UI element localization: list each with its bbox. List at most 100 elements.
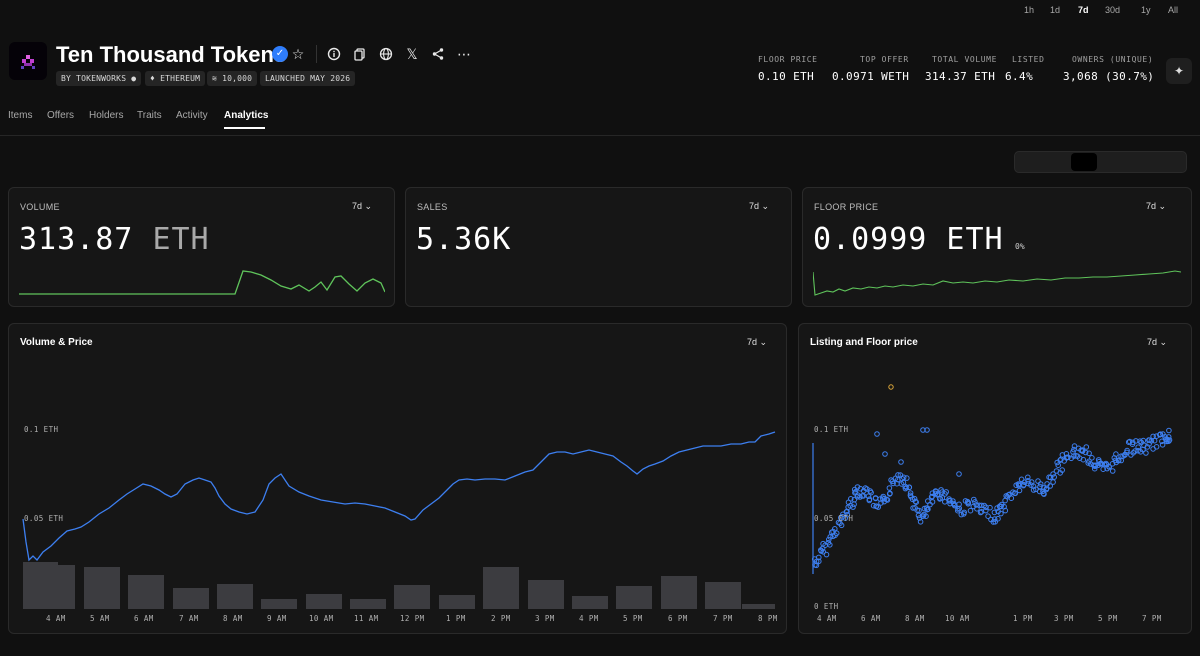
range-7d[interactable]: 7d <box>1078 5 1089 15</box>
listing-point <box>1035 478 1041 484</box>
verified-badge-icon: ✓ <box>272 46 288 62</box>
listing-point <box>1047 483 1053 489</box>
volume-card-label: VOLUME <box>20 202 60 212</box>
listing-floor-card: Listing and Floor price 7d ⌄ 0.1 ETH 0.0… <box>798 323 1192 634</box>
volume-price-x-tick: 7 AM <box>179 614 199 623</box>
stat-value-listed: 6.4% <box>1005 70 1034 83</box>
listing-point <box>813 562 820 569</box>
listing-floor-chart: 0.1 ETH 0.05 ETH 0 ETH 4 AM 6 AM 8 AM 10… <box>811 384 1173 623</box>
tab-activity[interactable]: Activity <box>176 110 208 121</box>
listing-point <box>1143 450 1149 456</box>
volume-range-dropdown[interactable]: 7d ⌄ <box>352 201 373 211</box>
price-line <box>22 431 776 562</box>
listing-point <box>1103 460 1109 467</box>
volume-price-x-tick: 2 PM <box>491 614 511 623</box>
listing-point <box>923 513 929 519</box>
listing-point <box>1050 479 1056 485</box>
tab-offers[interactable]: Offers <box>47 110 75 121</box>
listing-point <box>983 504 989 511</box>
listing-point <box>1165 434 1172 440</box>
range-all[interactable]: All <box>1168 5 1179 15</box>
chevron-down-icon: ⌄ <box>1158 201 1167 211</box>
listing-point <box>816 558 822 565</box>
listing-point <box>991 516 998 522</box>
volume-bar <box>439 595 475 609</box>
range-30d[interactable]: 30d <box>1105 5 1121 15</box>
listing-point <box>816 554 822 561</box>
range-1y[interactable]: 1y <box>1141 5 1151 15</box>
chevron-down-icon: ⌄ <box>759 337 768 347</box>
listing-point <box>973 502 980 508</box>
listing-floor-x-tick: 6 AM <box>861 614 881 623</box>
listing-point <box>1112 457 1119 464</box>
listing-point <box>1130 450 1137 456</box>
listing-point <box>978 502 985 509</box>
listing-point <box>848 496 854 502</box>
volume-price-x-tick: 5 AM <box>90 614 110 623</box>
listing-point <box>1012 490 1018 496</box>
listing-point <box>839 514 846 520</box>
stat-label-total-volume: TOTAL VOLUME <box>932 55 997 64</box>
chevron-down-icon: ⌄ <box>364 201 373 211</box>
listing-point <box>983 507 989 514</box>
floor-value: 0.0999 ETH <box>813 222 1004 257</box>
share-icon[interactable] <box>429 45 447 63</box>
volume-price-x-tick: 11 AM <box>354 614 379 623</box>
listing-point <box>832 526 838 532</box>
volume-price-x-tick: 9 AM <box>267 614 287 623</box>
listing-floor-range-dropdown[interactable]: 7d ⌄ <box>1147 337 1168 347</box>
floor-range-dropdown[interactable]: 7d ⌄ <box>1146 201 1167 211</box>
volume-bar <box>528 580 564 609</box>
floor-card: FLOOR PRICE 7d ⌄ 0.0999 ETH 0% <box>802 187 1192 307</box>
listing-point <box>1132 448 1138 454</box>
volume-bar <box>84 567 120 609</box>
listing-point <box>1020 482 1027 489</box>
chevron-down-icon: ⌄ <box>761 201 770 211</box>
star-icon[interactable]: ☆ <box>291 46 305 62</box>
listing-point <box>1159 442 1166 448</box>
globe-icon[interactable] <box>377 45 395 63</box>
info-icon[interactable] <box>325 45 343 63</box>
listing-point <box>995 515 1001 522</box>
stat-label-listed: LISTED <box>1012 55 1045 64</box>
tab-holders[interactable]: Holders <box>89 110 124 121</box>
listing-point <box>866 497 873 504</box>
volume-bar <box>394 585 430 609</box>
listing-point <box>868 489 874 496</box>
listing-point <box>992 519 998 525</box>
creator-chip[interactable]: BY TOKENWORKS ● <box>56 71 142 86</box>
listing-point <box>913 499 919 505</box>
volume-price-y-tick: 0.05 ETH <box>24 514 63 523</box>
more-icon[interactable]: ⋯ <box>457 46 471 62</box>
listing-floor-x-tick: 8 AM <box>905 614 925 623</box>
listing-point <box>934 492 941 498</box>
listing-point <box>998 510 1004 517</box>
volume-price-range-dropdown[interactable]: 7d ⌄ <box>747 337 768 347</box>
volume-price-x-tick: 5 PM <box>623 614 643 623</box>
listing-point <box>967 507 974 514</box>
range-1d[interactable]: 1d <box>1050 5 1061 15</box>
sales-range-dropdown[interactable]: 7d ⌄ <box>749 201 770 211</box>
listing-point <box>987 504 993 511</box>
tab-traits[interactable]: Traits <box>137 110 162 121</box>
listing-point <box>1151 437 1158 444</box>
sparkle-icon[interactable]: ✦ <box>1166 58 1192 84</box>
x-icon[interactable]: 𝕏 <box>406 46 418 62</box>
chevron-down-icon: ⌄ <box>1159 337 1168 347</box>
listing-point <box>883 496 890 503</box>
header-separator <box>316 45 317 63</box>
range-1h[interactable]: 1h <box>1024 5 1035 15</box>
listing-point <box>914 507 920 513</box>
listing-point <box>1018 476 1025 483</box>
floor-change: 0% <box>1015 242 1025 251</box>
listing-point <box>874 431 880 437</box>
tab-items[interactable]: Items <box>8 110 33 121</box>
volume-price-x-tick: 8 PM <box>758 614 778 623</box>
listing-point <box>1083 444 1090 450</box>
volume-price-chart: 0.1 ETH 0.05 ETH 4 AM 5 AM 6 AM 7 AM 8 A… <box>22 425 778 623</box>
volume-bar <box>661 576 697 609</box>
tab-analytics[interactable]: Analytics <box>224 110 269 121</box>
volume-price-x-tick: 12 PM <box>400 614 425 623</box>
copy-icon[interactable] <box>351 45 369 63</box>
listing-point <box>878 500 884 506</box>
